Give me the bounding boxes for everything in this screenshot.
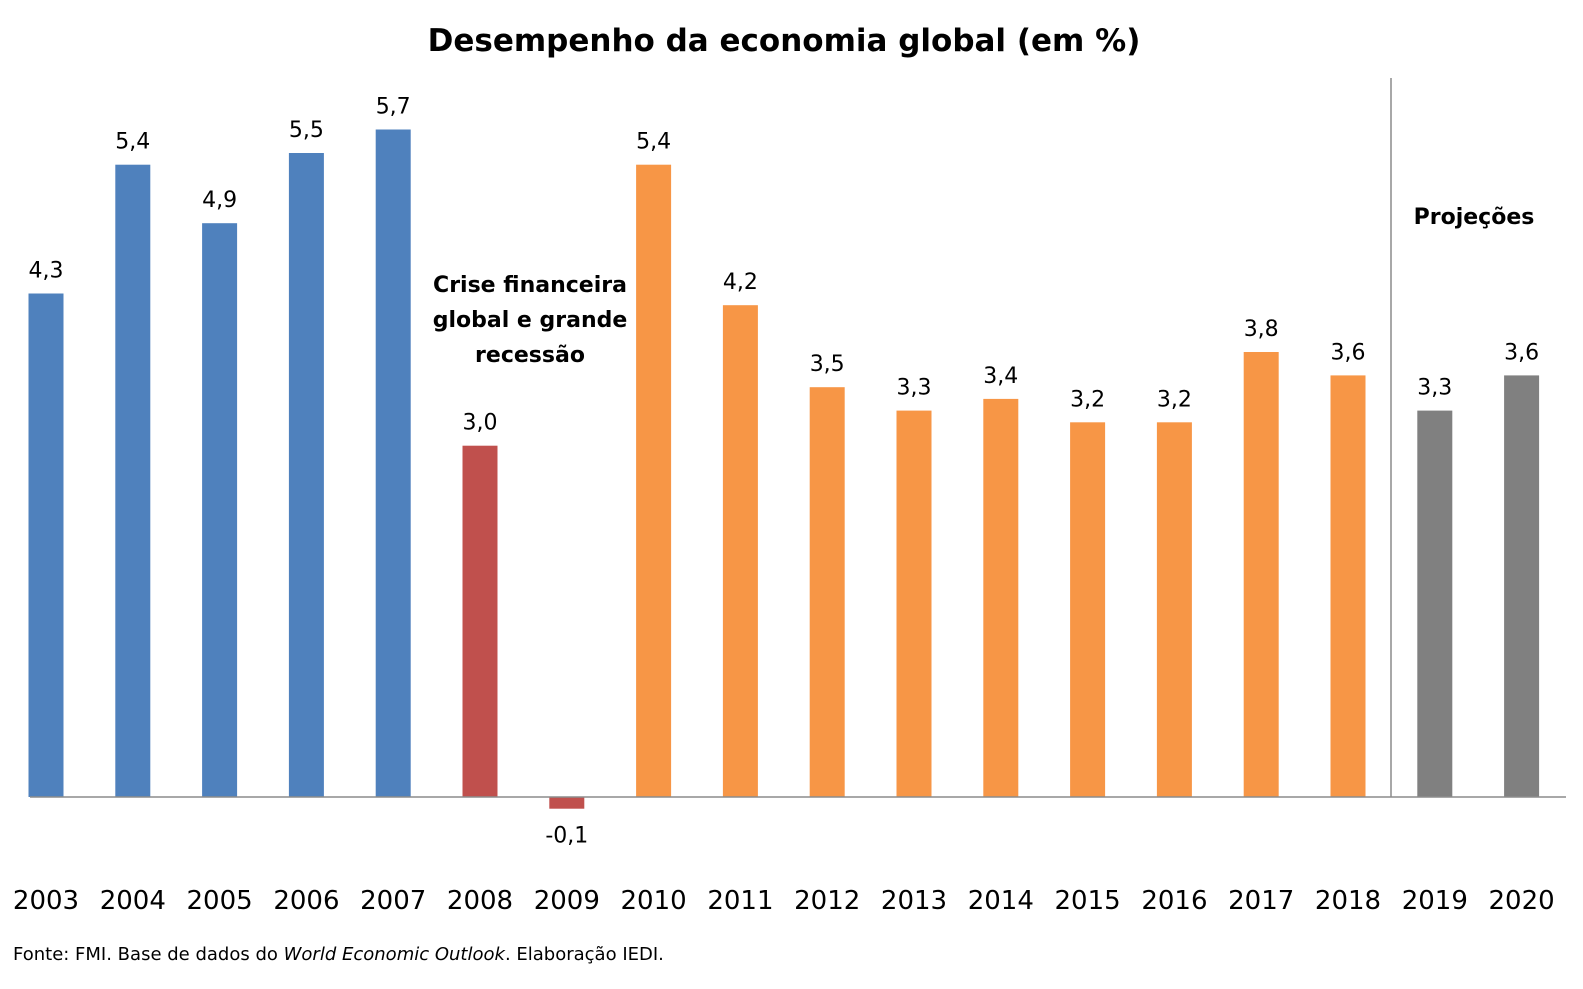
x-tick-2008: 2008 — [447, 886, 513, 916]
source-prefix: Fonte: FMI. Base de dados do — [13, 944, 284, 965]
x-tick-2003: 2003 — [13, 886, 79, 916]
value-label-2018: 3,6 — [1331, 340, 1366, 365]
x-tick-2012: 2012 — [794, 886, 860, 916]
x-tick-2006: 2006 — [273, 886, 339, 916]
value-label-2009: -0,1 — [545, 824, 588, 849]
crisis-annotation: Crise financeira global e grande recessã… — [433, 273, 628, 368]
x-tick-2017: 2017 — [1228, 886, 1294, 916]
bar-2017 — [1243, 352, 1279, 797]
x-tick-2004: 2004 — [100, 886, 166, 916]
x-tick-2011: 2011 — [707, 886, 773, 916]
bar-2007 — [375, 129, 411, 797]
bar-2013 — [896, 410, 932, 797]
bar-2010 — [636, 164, 672, 797]
bar-2005 — [202, 223, 238, 797]
x-tick-2010: 2010 — [621, 886, 687, 916]
source-publication: World Economic Outlook — [283, 944, 505, 965]
bar-2018 — [1330, 375, 1366, 797]
x-tick-2020: 2020 — [1489, 886, 1555, 916]
x-tick-2018: 2018 — [1315, 886, 1381, 916]
bar-2004 — [115, 164, 151, 797]
x-tick-2015: 2015 — [1055, 886, 1121, 916]
source-suffix: . Elaboração IEDI. — [504, 944, 664, 965]
bar-2019 — [1417, 410, 1453, 797]
value-label-2005: 4,9 — [202, 188, 237, 213]
value-label-2008: 3,0 — [463, 411, 498, 436]
bars — [28, 129, 1540, 809]
x-tick-2016: 2016 — [1141, 886, 1207, 916]
crisis-annotation-line-2: global e grande — [433, 308, 628, 333]
bar-2003 — [28, 293, 64, 797]
bar-2015 — [1070, 422, 1106, 797]
source-note: Fonte: FMI. Base de dados do World Econo… — [13, 944, 664, 965]
value-label-2007: 5,7 — [376, 95, 411, 120]
x-tick-2014: 2014 — [968, 886, 1034, 916]
value-label-2006: 5,5 — [289, 118, 324, 143]
crisis-annotation-line-3: recessão — [475, 343, 585, 368]
chart-title: Desempenho da economia global (em %) — [428, 23, 1141, 59]
value-label-2004: 5,4 — [115, 130, 150, 155]
crisis-annotation-line-1: Crise financeira — [433, 273, 627, 298]
value-label-2020: 3,6 — [1504, 340, 1539, 365]
bar-2009 — [549, 797, 585, 809]
value-label-2011: 4,2 — [723, 270, 758, 295]
bar-2012 — [809, 387, 845, 797]
value-label-2013: 3,3 — [897, 376, 932, 401]
value-label-2016: 3,2 — [1157, 387, 1192, 412]
x-tick-2005: 2005 — [187, 886, 253, 916]
bar-2006 — [288, 153, 324, 797]
bar-2016 — [1156, 422, 1192, 797]
value-label-2017: 3,8 — [1244, 317, 1279, 342]
value-label-2010: 5,4 — [636, 130, 671, 155]
value-labels: 4,3 5,4 4,9 5,5 5,7 3,0 -0,1 5,4 4,2 3,5 3,3 3,4 3,2… — [29, 95, 1540, 849]
bar-2020 — [1504, 375, 1540, 797]
value-label-2015: 3,2 — [1070, 387, 1105, 412]
value-label-2012: 3,5 — [810, 352, 845, 377]
bar-2011 — [722, 305, 758, 797]
value-label-2019: 3,3 — [1417, 376, 1452, 401]
projections-annotation: Projeções — [1414, 205, 1535, 230]
bar-2008 — [462, 445, 498, 797]
x-tick-2007: 2007 — [360, 886, 426, 916]
x-tick-2013: 2013 — [881, 886, 947, 916]
x-tick-labels: 2003 2004 2005 2006 2007 2008 2009 2010 2011 2012… — [13, 886, 1555, 916]
x-tick-2009: 2009 — [534, 886, 600, 916]
value-label-2014: 3,4 — [983, 364, 1018, 389]
value-label-2003: 4,3 — [29, 259, 64, 284]
x-tick-2019: 2019 — [1402, 886, 1468, 916]
bar-2014 — [983, 398, 1019, 797]
